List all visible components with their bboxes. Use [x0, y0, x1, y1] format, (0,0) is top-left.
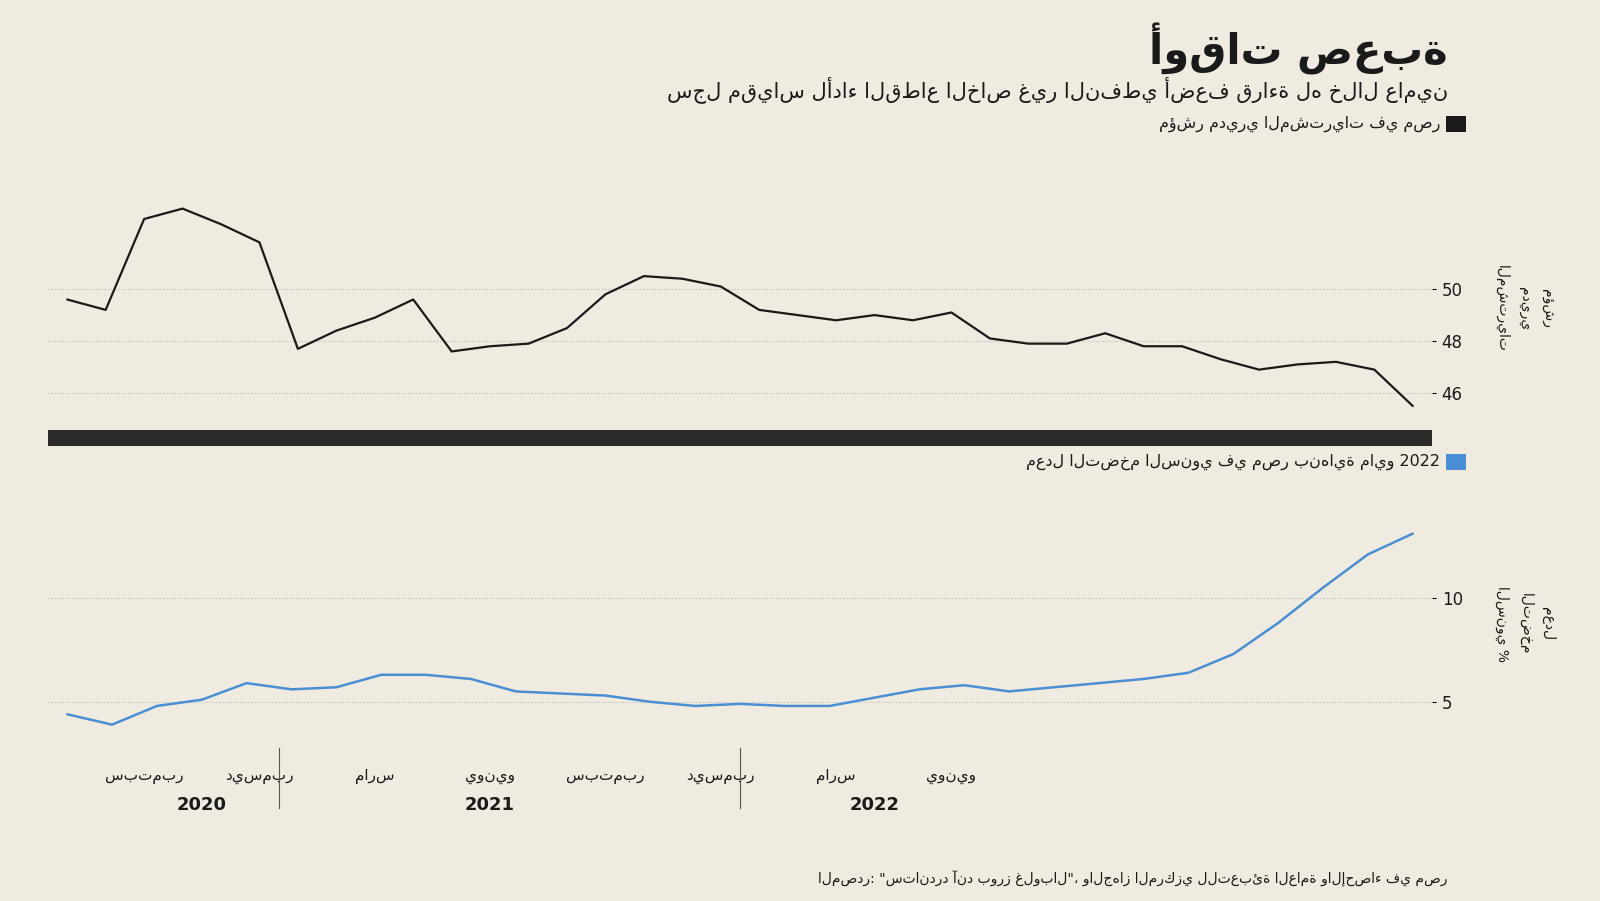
Text: المصدر: "ستاندرد آند بورز غلوبال"، والجهاز المركزي للتعبئة العامة والإحصاء في مص: المصدر: "ستاندرد آند بورز غلوبال"، والجه…: [819, 871, 1448, 887]
Text: 2022: 2022: [850, 796, 899, 814]
Text: سبتمبر: سبتمبر: [566, 769, 645, 784]
Text: يونيو: يونيو: [466, 769, 515, 784]
Y-axis label: معدل
التضخم
السنوي %: معدل التضخم السنوي %: [1496, 586, 1555, 662]
Text: سجل مقياس لأداء القطاع الخاص غير النفطي أضعف قراءة له خلال عامين: سجل مقياس لأداء القطاع الخاص غير النفطي …: [667, 77, 1448, 104]
Y-axis label: مؤشر
مديري
المشتريات: مؤشر مديري المشتريات: [1496, 265, 1555, 352]
Text: يونيو: يونيو: [926, 769, 976, 784]
Text: أوقات صعبة: أوقات صعبة: [1149, 23, 1448, 75]
Text: مؤشر مديري المشتريات في مصر: مؤشر مديري المشتريات في مصر: [1158, 116, 1440, 132]
Text: ديسمبر: ديسمبر: [226, 769, 294, 784]
Text: 2020: 2020: [176, 796, 227, 814]
Text: مارس: مارس: [816, 769, 856, 784]
Text: معدل التضخم السنوي في مصر بنهاية مايو 2022: معدل التضخم السنوي في مصر بنهاية مايو 20…: [1026, 454, 1440, 470]
Text: سبتمبر: سبتمبر: [106, 769, 184, 784]
Text: مارس: مارس: [355, 769, 395, 784]
Text: ديسمبر: ديسمبر: [686, 769, 755, 784]
Text: 2021: 2021: [466, 796, 515, 814]
